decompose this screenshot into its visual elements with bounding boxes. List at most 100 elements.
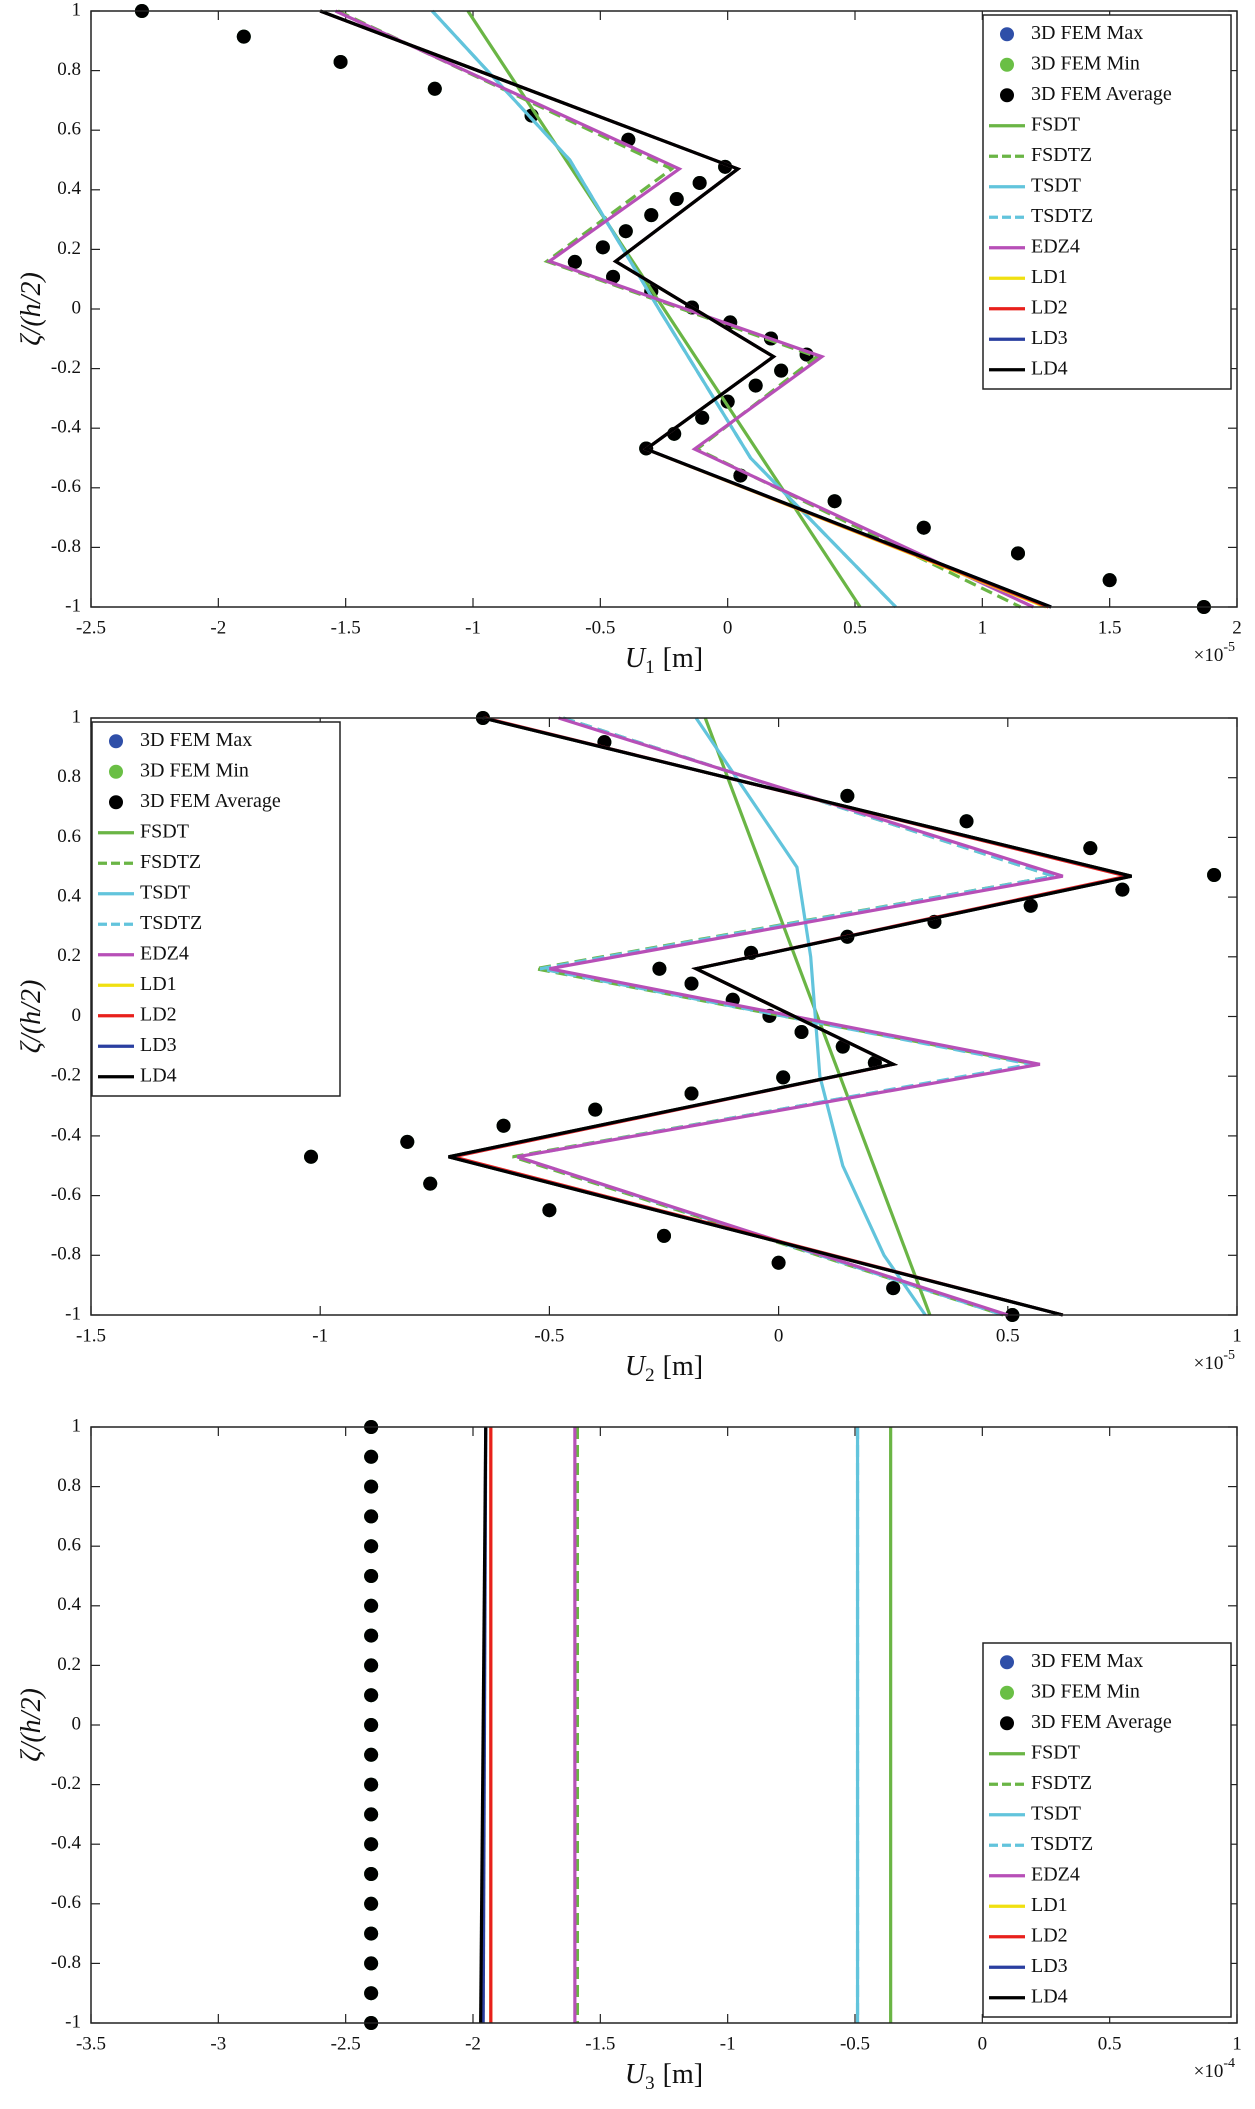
data-point [364,1569,379,1583]
y-tick-label: 0.2 [57,238,81,259]
y-tick-label: -0.4 [51,1124,82,1145]
data-point [669,192,684,207]
y-tick-label: 0 [72,1005,82,1026]
legend-label: LD3 [140,1034,177,1056]
series-line [448,716,1132,1317]
data-point [776,1070,791,1085]
plot-frame [90,717,1238,1316]
x-tick-label: 0.5 [996,1325,1020,1346]
data-point [364,1986,379,2001]
data-point [364,1449,379,1464]
data-point [364,1598,379,1613]
data-point [827,494,842,509]
y-tick-label: 0.8 [57,766,81,787]
data-point [364,1747,379,1762]
y-tick-label: -0.2 [51,1065,81,1086]
data-point [774,363,789,378]
x-tick-label: -1 [312,1325,328,1346]
plot-frame [90,10,1238,608]
data-point [1023,898,1038,913]
legend-marker [1000,57,1014,72]
y-tick-label: -0.8 [51,536,81,557]
legend-label: 3D FEM Average [1031,83,1172,105]
data-point [916,520,931,535]
x-tick-label: -1 [720,2033,736,2054]
legend-label: TSDT [140,881,190,903]
data-point [794,1025,809,1040]
x-tick-label: 0 [723,617,733,638]
data-point [1115,882,1130,897]
legend-label: 3D FEM Max [140,729,252,751]
y-tick-label: -0.6 [51,1892,81,1913]
x-tick-label: -1 [465,617,481,638]
x-tick-label: -3 [210,2033,226,2054]
y-tick-label: 0.2 [57,945,81,966]
x-label-symbol: U [625,1351,647,1382]
y-tick-label: 0.4 [57,885,81,906]
data-point [542,1203,557,1218]
series-line [319,9,1052,609]
plot-frame [90,1426,1238,2024]
legend-label: EDZ4 [1031,1863,1080,1885]
legend-label: 3D FEM Average [140,790,281,812]
y-axis-label: ζ/(h/2) [16,980,47,1054]
x-multiplier: ×10-5 [1194,1348,1235,1374]
y-tick-label: -1 [65,2011,81,2032]
y-axis-label: ζ/(h/2) [16,272,47,346]
legend-marker [109,734,123,749]
x-multiplier-exp: -5 [1223,1348,1235,1363]
legend-label: TSDTZ [1031,1833,1093,1855]
data-point [657,1228,671,1243]
x-multiplier-base: ×10 [1194,1353,1224,1374]
legend-label: LD2 [1031,1924,1068,1946]
x-axis-label: U1 [m] [625,643,703,678]
series-line [334,9,1034,609]
legend-marker [109,795,123,810]
data-point [840,788,855,803]
legend-marker [1000,1685,1014,1700]
x-label-sub: 1 [645,657,655,678]
data-point [364,1926,379,1941]
legend-label: TSDT [1031,1802,1081,1824]
y-tick-label: 0 [72,297,82,318]
x-tick-label: -2.5 [331,2033,361,2054]
legend-label: EDZ4 [1031,235,1080,257]
legend-label: LD3 [1031,327,1068,349]
data-point [364,1956,379,1971]
legend-box [91,721,341,1097]
data-point [567,254,582,269]
legend-label: LD1 [1031,1894,1068,1916]
legend-label: LD3 [1031,1955,1068,1977]
x-tick-label: 0 [978,2033,988,2054]
legend-label: 3D FEM Max [1031,22,1143,44]
x-tick-label: -1.5 [76,1325,106,1346]
data-point [1010,546,1025,561]
data-point [1102,573,1117,588]
x-label-unit: [m] [663,2059,703,2090]
data-point [364,1658,379,1673]
legend-label: TSDTZ [140,912,202,934]
data-point [364,1718,379,1732]
data-point [652,961,667,976]
legend-marker [1000,88,1014,103]
y-tick-label: -0.6 [51,476,81,497]
x-tick-label: 1 [978,617,988,638]
series-line [703,717,932,1316]
x-multiplier: ×10-5 [1194,640,1235,666]
data-point [364,1896,379,1911]
legend-box [982,1642,1232,2018]
data-point [364,1807,379,1822]
data-point [618,224,633,239]
legend-marker [1000,1716,1014,1731]
y-tick-label: 0.8 [57,59,81,80]
data-point [684,976,699,991]
data-point [595,240,610,255]
y-tick-label: 0.6 [57,826,81,847]
y-tick-label: -1 [65,1303,81,1324]
data-point [364,1688,379,1703]
data-point [364,1509,379,1524]
data-point [333,54,348,69]
x-tick-label: 1 [1232,1325,1242,1346]
x-multiplier-exp: -5 [1223,640,1235,655]
data-point [364,1628,379,1643]
